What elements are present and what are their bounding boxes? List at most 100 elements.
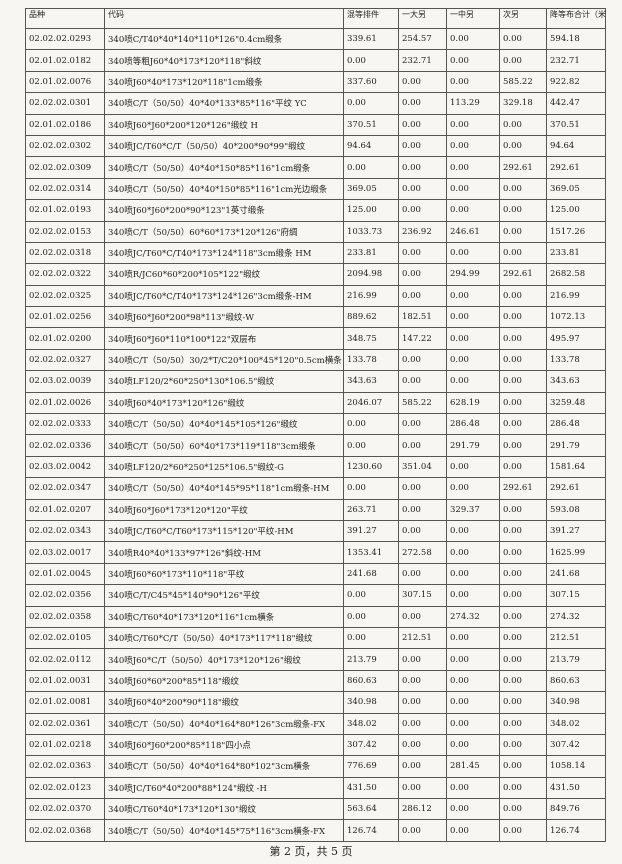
table-cell: 0.00 (499, 798, 547, 821)
table-cell: 340喷C/T（50/50）40*40*145*75*116"3cm横条-FX (104, 819, 344, 842)
table-cell: 0.00 (446, 134, 500, 158)
table-cell: 340喷C/T60*40*173*120*116"1cm横条 (104, 605, 344, 628)
table-cell: 0.00 (398, 605, 447, 628)
table-cell: 0.00 (398, 562, 447, 586)
table-cell: 0.00 (499, 306, 547, 329)
table-cell: 585.22 (398, 391, 447, 415)
table-cell: 340喷C/T（50/50）40*40*145*105*126"缎纹 (104, 413, 344, 436)
table-cell: 02.02.02.0314 (25, 177, 105, 201)
table-row: 02.02.02.0363 340喷C/T（50/50）40*40*164*80*… (25, 755, 606, 778)
table-cell: 0.00 (499, 348, 547, 372)
table-cell: 0.00 (398, 755, 447, 778)
table-cell: 340喷C/T40*40*140*110*126"0.4cm缎条 (104, 27, 344, 51)
table-cell: 212.51 (398, 626, 447, 650)
table-cell: 340喷C/T（50/50）40*40*145*95*118"1cm缎条-HM (104, 477, 344, 500)
table-row: 02.02.02.0105 340喷C/T60*C/T（50/50）40*173*… (25, 626, 606, 650)
table-cell: 307.15 (398, 584, 447, 607)
table-cell: 585.22 (499, 70, 547, 94)
table-cell: 340喷C/T（50/50）60*60*173*120*126"府绸 (104, 220, 344, 243)
table-cell: 340喷C/T60*C/T（50/50）40*173*117*118"缎纹 (104, 626, 344, 650)
table-cell: 292.61 (546, 156, 606, 179)
table-cell: 0.00 (499, 584, 547, 607)
table-row: 02.03.02.0017 340喷R40*40*133*97*126"斜纹-HM… (25, 541, 606, 564)
table-cell: 340喷C/T60*40*173*120*130"缎纹 (104, 798, 344, 821)
table-row: 02.02.02.0293 340喷C/T40*40*140*110*126"0.… (25, 27, 606, 51)
table-cell: 02.02.02.0123 (25, 776, 105, 800)
table-cell: 0.00 (499, 691, 547, 714)
table-cell: 776.69 (343, 755, 399, 778)
table-cell: 0.00 (499, 626, 547, 650)
table-cell: 329.18 (499, 92, 547, 115)
table-row: 02.01.02.0200 340喷J60*J60*110*100*122"双层布… (25, 327, 606, 350)
table-row: 02.01.02.0207 340喷J60*J60*173*120*120"平纹 2… (25, 498, 606, 521)
table-cell: 0.00 (446, 798, 500, 821)
table-cell: 0.00 (499, 391, 547, 415)
table-cell: 02.03.02.0017 (25, 541, 105, 564)
table-cell: 0.00 (499, 712, 547, 735)
table-cell: 0.00 (398, 92, 447, 115)
table-cell: 216.99 (546, 284, 606, 308)
table-cell: 0.00 (499, 733, 547, 757)
table-cell: 113.29 (446, 92, 500, 115)
table-cell: 0.00 (446, 177, 500, 201)
table-cell: 246.61 (446, 220, 500, 243)
table-cell: 0.00 (499, 327, 547, 350)
table-cell: 02.02.02.0302 (25, 134, 105, 158)
table-cell: 307.15 (546, 584, 606, 607)
table-cell: 0.00 (499, 49, 547, 72)
table-cell: 0.00 (398, 70, 447, 94)
table-cell: 369.05 (546, 177, 606, 201)
table-cell: 348.02 (546, 712, 606, 735)
table-cell: 02.02.02.0327 (25, 348, 105, 372)
header-cell: 混等排件 (343, 8, 399, 29)
table-cell: 370.51 (546, 113, 606, 136)
table-cell: 02.02.02.0153 (25, 220, 105, 243)
table-cell: 340喷J60*60*173*110*118"平纹 (104, 562, 344, 586)
table-cell: 0.00 (446, 669, 500, 693)
table-cell: 2682.58 (546, 263, 606, 286)
table-cell: 02.02.02.0368 (25, 819, 105, 842)
table-row: 02.01.02.0218 340喷J60*J60*200*85*118"四小点 3… (25, 733, 606, 757)
table-cell: 0.00 (499, 177, 547, 201)
table-cell: 563.64 (343, 798, 399, 821)
table-cell: 94.64 (546, 134, 606, 158)
table-cell: 0.00 (446, 113, 500, 136)
table-cell: 274.32 (546, 605, 606, 628)
table-cell: 0.00 (398, 669, 447, 693)
table-cell: 860.63 (546, 669, 606, 693)
table-cell: 340喷J60*C/T（50/50）40*173*120*126"缎纹 (104, 648, 344, 671)
table-body: 02.02.02.0293 340喷C/T40*40*140*110*126"0.… (25, 27, 606, 842)
table-row: 02.02.02.0361 340喷C/T（50/50）40*40*164*80*… (25, 712, 606, 735)
table-cell: 02.01.02.0031 (25, 669, 105, 693)
table-cell: 0.00 (499, 284, 547, 308)
table-cell: 147.22 (398, 327, 447, 350)
table-cell: 391.27 (343, 519, 399, 543)
table-row: 02.01.02.0026 340喷J60*40*173*120*126"缎纹 20… (25, 391, 606, 415)
table-cell: 0.00 (446, 562, 500, 586)
table-cell: 241.68 (343, 562, 399, 586)
table-cell: 0.00 (343, 477, 399, 500)
table-cell: 133.78 (546, 348, 606, 372)
table-cell: 0.00 (446, 370, 500, 393)
table-cell: 0.00 (398, 819, 447, 842)
table-cell: 0.00 (398, 177, 447, 201)
table-cell: 02.01.02.0026 (25, 391, 105, 415)
table-cell: 391.27 (546, 519, 606, 543)
table-cell: 340喷J60*40*200*90*118"缎纹 (104, 691, 344, 714)
table-cell: 1625.99 (546, 541, 606, 564)
table-cell: 340喷J60*J60*200*98*113"缎纹-W (104, 306, 344, 329)
table-cell: 125.00 (546, 199, 606, 222)
table-cell: 02.01.02.0193 (25, 199, 105, 222)
table-cell: 0.00 (446, 327, 500, 350)
table-cell: 340.98 (343, 691, 399, 714)
table-cell: 286.12 (398, 798, 447, 821)
table-row: 02.01.02.0256 340喷J60*J60*200*98*113"缎纹-W… (25, 306, 606, 329)
table-cell: 0.00 (499, 562, 547, 586)
table-cell: 348.02 (343, 712, 399, 735)
table-cell: 0.00 (446, 733, 500, 757)
table-cell: 442.47 (546, 92, 606, 115)
table-cell: 02.02.02.0343 (25, 519, 105, 543)
table-cell: 0.00 (446, 477, 500, 500)
table-cell: 0.00 (446, 284, 500, 308)
